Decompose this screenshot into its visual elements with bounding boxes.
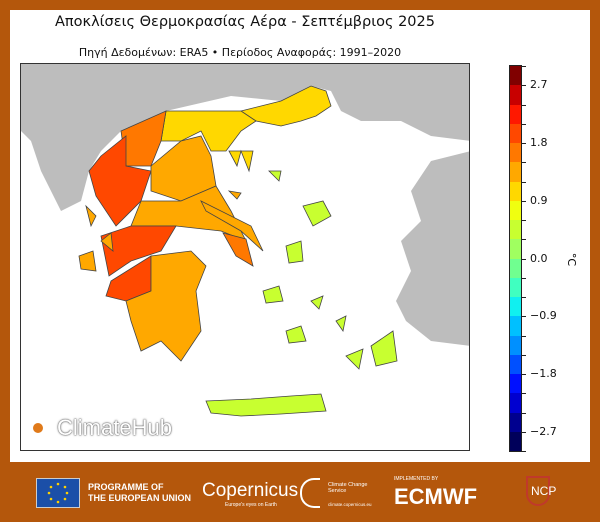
colorbar-bin <box>510 143 521 163</box>
colorbar-bin <box>510 123 521 143</box>
region-ionian-islands[interactable] <box>85 204 97 228</box>
ncp-text: NCP <box>531 484 557 498</box>
region-peloponnese[interactable] <box>125 250 207 362</box>
colorbar-tick-label: 0.0 <box>530 251 548 265</box>
colorbar-bin <box>510 220 521 240</box>
region-south-aegean[interactable] <box>370 330 398 367</box>
eu-flag-icon <box>36 478 80 508</box>
colorbar-tick-label: −2.7 <box>530 424 557 438</box>
colorbar-tick-label: 0.9 <box>530 193 548 207</box>
colorbar-tick-label: 2.7 <box>530 78 548 92</box>
colorbar-bin <box>510 412 521 432</box>
colorbar <box>509 65 522 452</box>
colorbar-bin <box>510 277 521 297</box>
climatehub-watermark: ClimateHub <box>23 413 172 443</box>
colorbar-minor-tick <box>522 277 526 279</box>
colorbar-bin <box>510 431 521 451</box>
colorbar-minor-tick <box>522 85 526 87</box>
c3s-url: climate.copernicus.eu <box>328 502 372 507</box>
footer-logos: PROGRAMME OF THE EUROPEAN UNION Copernic… <box>0 462 600 522</box>
climatehub-logo-icon <box>23 413 53 443</box>
region-central-macedonia[interactable] <box>228 149 254 173</box>
climatehub-text: ClimateHub <box>57 415 172 440</box>
region-crete[interactable] <box>205 393 327 417</box>
colorbar-minor-tick <box>522 393 526 395</box>
colorbar-minor-tick <box>522 104 526 106</box>
region-north-aegean[interactable] <box>268 170 282 182</box>
colorbar-minor-tick <box>522 335 526 337</box>
colorbar-bin <box>510 162 521 182</box>
colorbar-minor-tick <box>522 354 526 356</box>
c3s-text: Climate Change Service <box>328 482 368 494</box>
colorbar-minor-tick <box>522 181 526 183</box>
region-ionian-islands[interactable] <box>78 250 97 272</box>
colorbar-minor-tick <box>522 162 526 164</box>
region-south-aegean[interactable] <box>335 315 347 332</box>
region-western-greece[interactable] <box>100 225 177 277</box>
colorbar-bin <box>510 181 521 201</box>
colorbar-minor-tick <box>522 143 526 144</box>
eu-line-1: PROGRAMME OF <box>88 482 164 492</box>
region-eastern-macedonia-and-thrace[interactable] <box>240 85 332 127</box>
map-area[interactable] <box>20 63 470 451</box>
neighbour-land <box>21 64 469 346</box>
colorbar-minor-tick <box>522 200 526 202</box>
region-north-aegean[interactable] <box>285 240 304 264</box>
greece-map <box>21 64 469 417</box>
colorbar-tick-label: −1.8 <box>530 367 557 380</box>
colorbar-minor-tick <box>522 431 526 433</box>
colorbar-minor-tick <box>522 258 526 260</box>
region-thessaly[interactable] <box>150 135 217 202</box>
region-central-greece[interactable] <box>200 200 264 252</box>
region-attica[interactable] <box>222 232 254 267</box>
colorbar-tick-label: 1.8 <box>530 136 548 149</box>
colorbar-bin <box>510 354 521 374</box>
chart-title: Αποκλίσεις Θερμοκρασίας Αέρα - Σεπτέμβρι… <box>55 14 435 30</box>
colorbar-minor-tick <box>522 374 526 375</box>
colorbar-bin <box>510 200 521 220</box>
eu-programme-text: PROGRAMME OF THE EUROPEAN UNION <box>88 482 191 504</box>
colorbar-unit-label: °C <box>565 252 579 267</box>
colorbar-minor-tick <box>522 220 526 221</box>
copernicus-tagline: Europe's eyes on Earth <box>225 502 277 508</box>
colorbar-tick-label: −0.9 <box>530 309 557 323</box>
colorbar-minor-tick <box>522 123 526 125</box>
colorbar-minor-tick <box>522 451 526 452</box>
region-central-macedonia[interactable] <box>160 110 257 152</box>
c3s-logo-icon <box>300 478 320 508</box>
colorbar-minor-tick <box>522 412 526 414</box>
colorbar-bin <box>510 239 521 259</box>
colorbar-bin <box>510 297 521 317</box>
colorbar-bin <box>510 393 521 413</box>
copernicus-logo: Copernicus <box>202 480 299 501</box>
implemented-by-text: IMPLEMENTED BY <box>394 476 439 482</box>
region-ionian-islands[interactable] <box>100 232 114 252</box>
colorbar-bin <box>510 66 521 86</box>
colorbar-bin <box>510 258 521 278</box>
colorbar-minor-tick <box>522 316 526 318</box>
ecmwf-logo: ECMWF <box>394 484 478 509</box>
region-south-aegean[interactable] <box>262 285 284 304</box>
region-south-aegean[interactable] <box>345 348 364 370</box>
colorbar-bin <box>510 104 521 124</box>
chart-subtitle: Πηγή Δεδομένων: ERA5 • Περίοδος Αναφοράς… <box>78 46 402 59</box>
colorbar-bin <box>510 335 521 355</box>
region-south-aegean[interactable] <box>310 295 324 310</box>
region-south-aegean[interactable] <box>285 325 307 344</box>
colorbar-bin <box>510 374 521 394</box>
colorbar-minor-tick <box>522 66 526 67</box>
colorbar-bin <box>510 316 521 336</box>
region-thessaly[interactable] <box>227 190 242 200</box>
colorbar-bin <box>510 85 521 105</box>
eu-line-2: THE EUROPEAN UNION <box>88 493 192 503</box>
colorbar-minor-tick <box>522 297 526 298</box>
region-north-aegean[interactable] <box>302 200 332 227</box>
colorbar-minor-tick <box>522 239 526 241</box>
ncp-logo-icon <box>526 476 550 506</box>
